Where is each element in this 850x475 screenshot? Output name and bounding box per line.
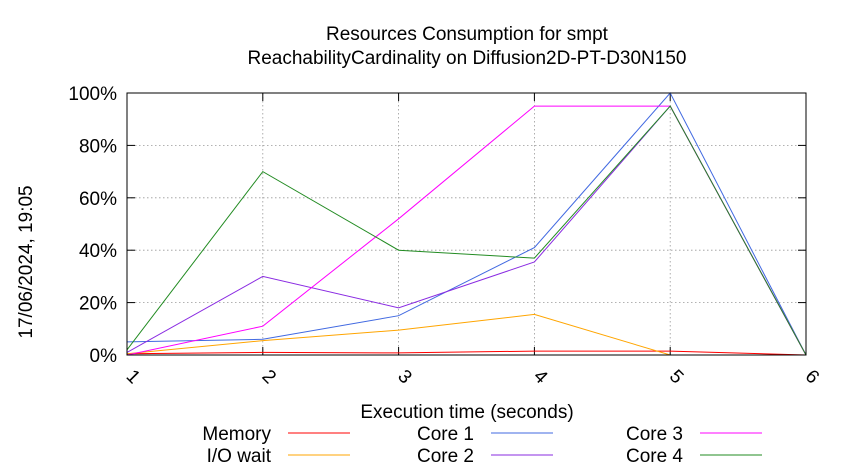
legend-label-core-4: Core 4 bbox=[626, 446, 683, 467]
y-tick-label: 20% bbox=[79, 294, 117, 315]
legend-label-core-3: Core 3 bbox=[626, 424, 683, 445]
chart-subtitle: ReachabilityCardinality on Diffusion2D-P… bbox=[248, 48, 687, 69]
y-tick-label: 40% bbox=[79, 241, 117, 262]
legend-label-core-2: Core 2 bbox=[417, 446, 474, 467]
y-tick-label: 100% bbox=[68, 84, 117, 105]
plot-frame bbox=[126, 92, 807, 356]
x-tick-label: 3 bbox=[393, 366, 415, 388]
x-tick-label: 6 bbox=[801, 366, 823, 388]
data-series bbox=[126, 92, 807, 356]
x-tick-label: 1 bbox=[122, 366, 144, 388]
x-tick-label: 2 bbox=[258, 366, 280, 388]
series-line-i-o-wait bbox=[126, 313, 806, 356]
y-tick-label: 80% bbox=[79, 136, 117, 157]
series-line-core-3 bbox=[126, 105, 807, 356]
series-line-core-4 bbox=[126, 105, 807, 356]
legend-label-memory: Memory bbox=[202, 424, 271, 445]
x-tick-label: 4 bbox=[529, 366, 552, 389]
series-line-core-1 bbox=[126, 92, 807, 356]
legend-label-core-1: Core 1 bbox=[417, 424, 474, 445]
y-tick-label: 60% bbox=[79, 189, 117, 210]
timestamp-label: 17/06/2024, 19:05 bbox=[16, 185, 37, 338]
x-tick-label: 5 bbox=[665, 366, 687, 388]
x-axis-label: Execution time (seconds) bbox=[360, 402, 573, 423]
chart-title: Resources Consumption for smpt bbox=[326, 24, 609, 45]
y-axis-ticks: 0% 20% 40% 60% 80% 100% bbox=[68, 84, 806, 367]
series-line-memory bbox=[126, 350, 807, 356]
y-tick-label: 0% bbox=[90, 346, 118, 367]
series-line-core-2 bbox=[126, 105, 807, 356]
grid-lines bbox=[127, 93, 806, 355]
legend-label-i-o-wait: I/O wait bbox=[207, 446, 272, 467]
